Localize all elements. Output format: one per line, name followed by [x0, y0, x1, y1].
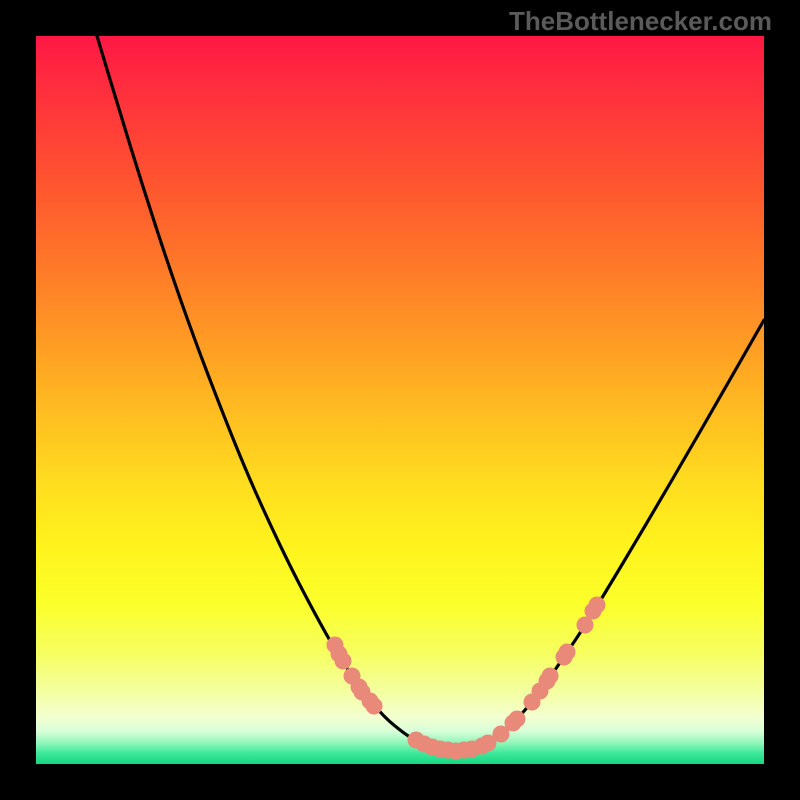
data-point-marker — [366, 698, 383, 715]
data-point-marker — [559, 644, 576, 661]
data-point-marker — [589, 597, 606, 614]
data-point-marker — [542, 668, 559, 685]
data-point-marker — [509, 711, 526, 728]
watermark-text: TheBottlenecker.com — [509, 6, 772, 37]
gradient-background — [36, 36, 764, 764]
plot-area — [36, 36, 764, 764]
